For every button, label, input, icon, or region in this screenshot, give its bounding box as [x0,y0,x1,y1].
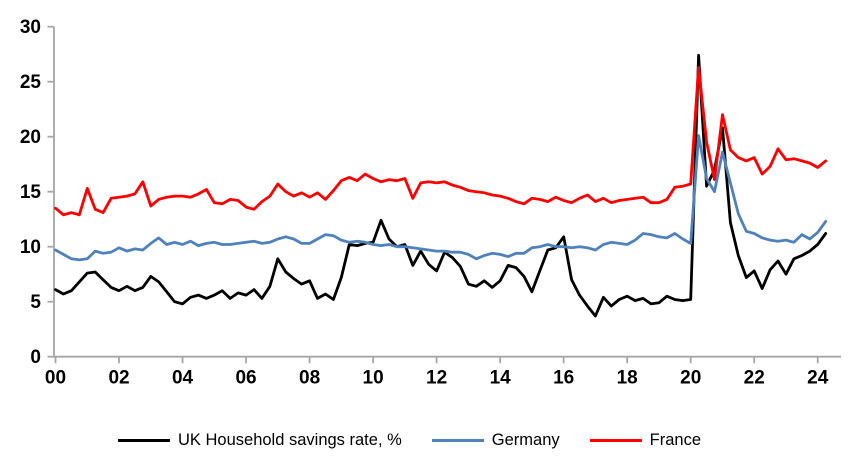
france-line-swatch [589,438,642,442]
x-axis-tick-label: 02 [108,368,129,389]
legend-item-uk: UK Household savings rate, % [118,429,402,451]
legend-item-france: France [589,429,701,451]
legend-label-france: France [649,431,701,449]
x-axis-tick-label: 22 [744,368,765,389]
x-axis-tick-label: 00 [45,368,66,389]
y-axis-tick-label: 25 [20,72,42,93]
y-axis-tick-label: 5 [30,292,41,313]
y-axis-tick-label: 0 [30,347,41,368]
germany-line-swatch [431,438,484,442]
x-axis-tick-label: 08 [299,368,320,389]
chart-legend: UK Household savings rate, % Germany Fra… [118,429,701,451]
y-axis-tick-label: 20 [20,127,41,148]
x-axis-tick-label: 14 [490,368,512,389]
france-line [54,66,828,217]
x-axis-tick-label: 18 [617,368,638,389]
legend-label-germany: Germany [491,431,560,449]
uk-line-swatch [118,438,170,442]
x-axis-tick-label: 06 [235,368,256,389]
x-axis-tick-label: 10 [363,368,384,389]
y-axis-tick-label: 15 [20,182,42,203]
x-axis-tick-label: 16 [553,368,574,389]
x-axis-tick-label: 12 [426,368,447,389]
x-axis-tick-label: 04 [172,368,194,389]
y-axis-tick-label: 10 [20,237,41,258]
germany-line [54,134,828,262]
y-axis-tick-label: 30 [20,17,41,38]
legend-label-uk: UK Household savings rate, % [178,431,402,449]
x-axis-tick-label: 24 [807,368,829,389]
legend-item-germany: Germany [431,429,560,451]
x-axis-tick-label: 20 [680,368,701,389]
